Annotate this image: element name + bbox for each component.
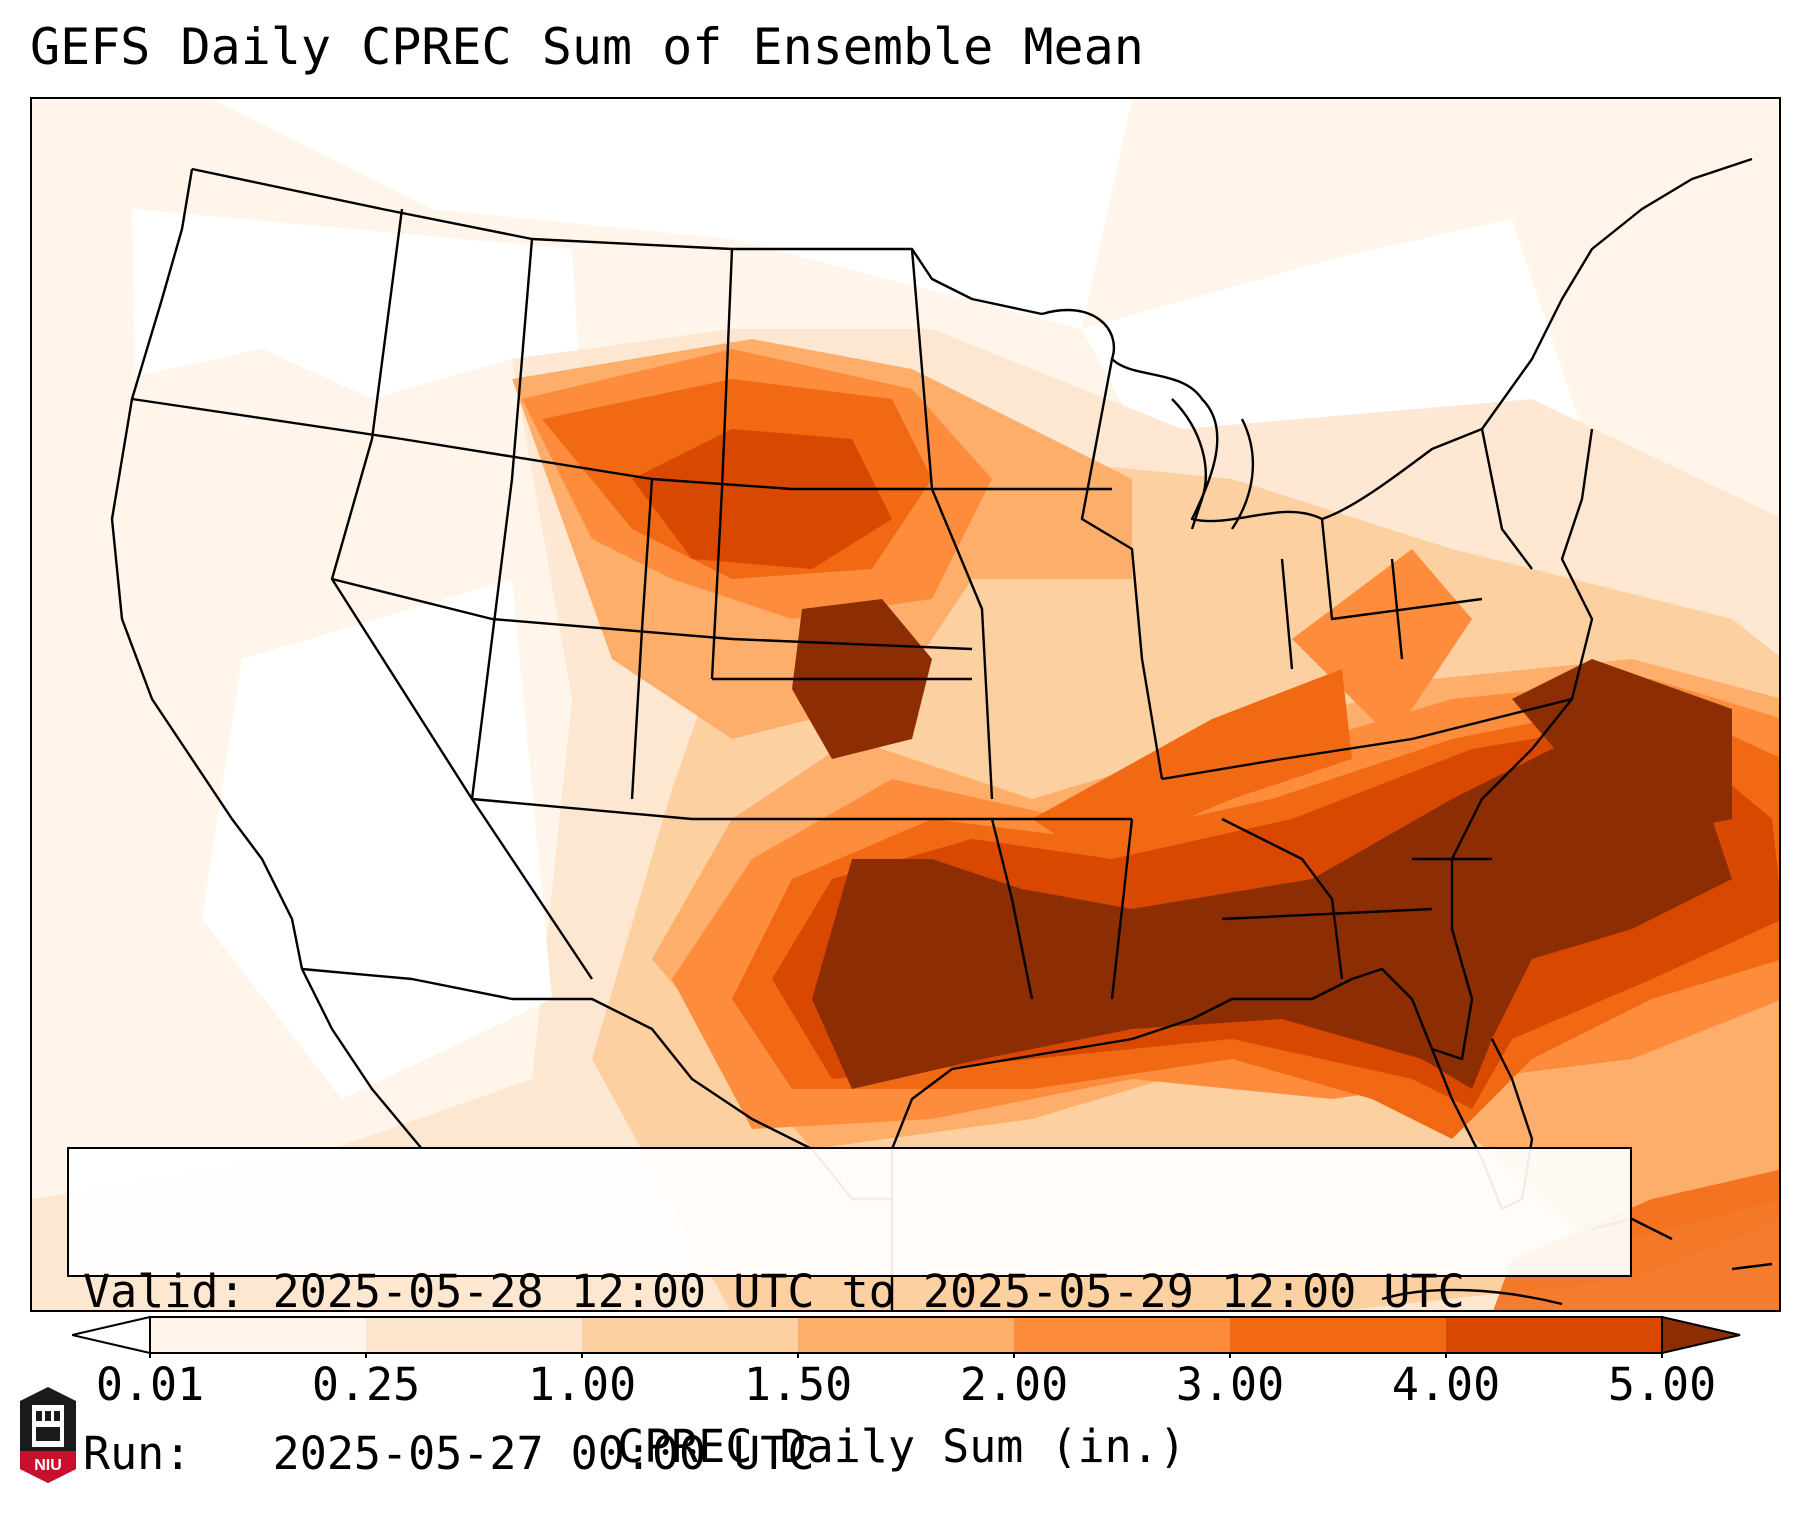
colorbar-tick-label: 2.00 (959, 1358, 1069, 1411)
run-line: Run: 2025-05-27 00:00 UTC (83, 1427, 815, 1480)
precip-field (32, 99, 1779, 1310)
colorbar-tick-label: 5.00 (1607, 1358, 1717, 1411)
colorbar-segment-6 (1230, 1317, 1446, 1353)
colorbar-tick-label: 0.25 (311, 1358, 421, 1411)
colorbar-tick-label: 3.00 (1175, 1358, 1285, 1411)
map-title: GEFS Daily CPREC Sum of Ensemble Mean (30, 18, 1144, 76)
colorbar-label: CPREC Daily Sum (in.) (617, 1420, 1186, 1473)
colorbar-segment-4 (798, 1317, 1014, 1353)
colorbar-segment-1 (150, 1317, 366, 1353)
valid-line: Valid: 2025-05-28 12:00 UTC to 2025-05-2… (83, 1265, 1465, 1318)
niu-logo-text: NIU (34, 1457, 62, 1474)
niu-logo: NIU (20, 1387, 76, 1483)
colorbar-ticks (149, 1353, 1663, 1358)
colorbar-segment-5 (1014, 1317, 1230, 1353)
colorbar-tick-label: 1.50 (743, 1358, 853, 1411)
boundaries (110, 157, 1773, 1310)
colorbar-extend-low (72, 1315, 151, 1355)
colorbar-tick-label: 4.00 (1391, 1358, 1501, 1411)
valid-time-box: Valid: 2025-05-28 12:00 UTC to 2025-05-2… (67, 1147, 1632, 1480)
colorbar-tick-label: 0.01 (95, 1358, 205, 1411)
colorbar-extend-high (1661, 1315, 1741, 1355)
map-canvas (32, 99, 1779, 1310)
colorbar (72, 1315, 1741, 1358)
colorbar-segment-3 (582, 1317, 798, 1353)
colorbar-segment-2 (366, 1317, 582, 1353)
precipitation-map[interactable] (30, 97, 1781, 1312)
colorbar-tick-label: 1.00 (527, 1358, 637, 1411)
colorbar-segment-7 (1446, 1317, 1662, 1353)
colorbar-segments (150, 1317, 1662, 1353)
